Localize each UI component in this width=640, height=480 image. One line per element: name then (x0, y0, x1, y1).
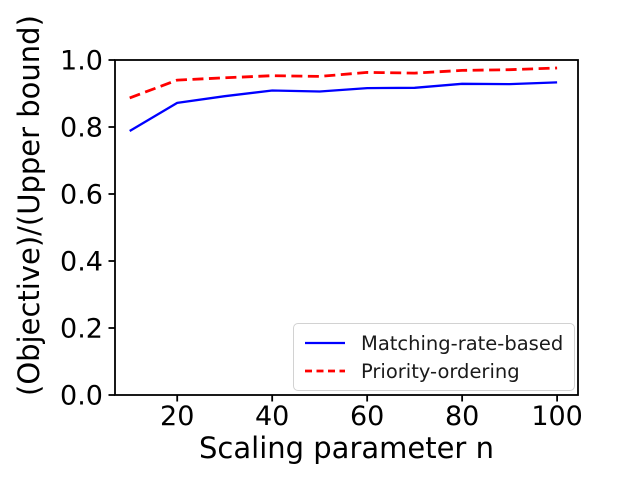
y-tick-label: 0.6 (60, 180, 103, 211)
legend-item-matching-rate-based: Matching-rate-based (304, 329, 563, 357)
series-line-matching-rate-based (129, 81, 558, 132)
legend-label-matching-rate-based: Matching-rate-based (361, 331, 564, 355)
y-tick-label: 0.2 (60, 314, 103, 345)
x-tick-label: 60 (350, 401, 384, 432)
legend-label-priority-ordering: Priority-ordering (361, 359, 520, 383)
x-tick-label: 80 (445, 401, 479, 432)
series-line-priority-ordering (129, 66, 558, 100)
legend-item-priority-ordering: Priority-ordering (304, 357, 563, 385)
y-axis-label: (Objective)/(Upper bound) (12, 15, 46, 396)
y-tick-label: 0.8 (60, 113, 103, 144)
x-tick-label: 40 (255, 401, 289, 432)
y-tick-label: 1.0 (60, 46, 103, 77)
legend: Matching-rate-based Priority-ordering (293, 323, 576, 391)
y-tick-label: 0.0 (60, 381, 103, 412)
x-tick-label: 100 (531, 401, 583, 432)
dashed-line-swatch-icon (305, 369, 345, 373)
plot-border (114, 59, 579, 396)
y-tick-label: 0.4 (60, 247, 103, 278)
solid-line-swatch-icon (305, 341, 345, 345)
x-tick-label: 20 (160, 401, 194, 432)
x-axis-label: Scaling parameter n (199, 431, 494, 465)
